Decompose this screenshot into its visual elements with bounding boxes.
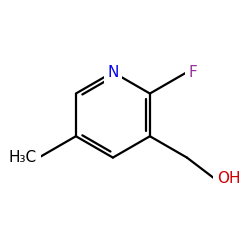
Text: OH: OH	[217, 172, 240, 186]
Text: N: N	[107, 65, 118, 80]
Text: F: F	[189, 65, 198, 80]
Text: H₃C: H₃C	[9, 150, 37, 165]
